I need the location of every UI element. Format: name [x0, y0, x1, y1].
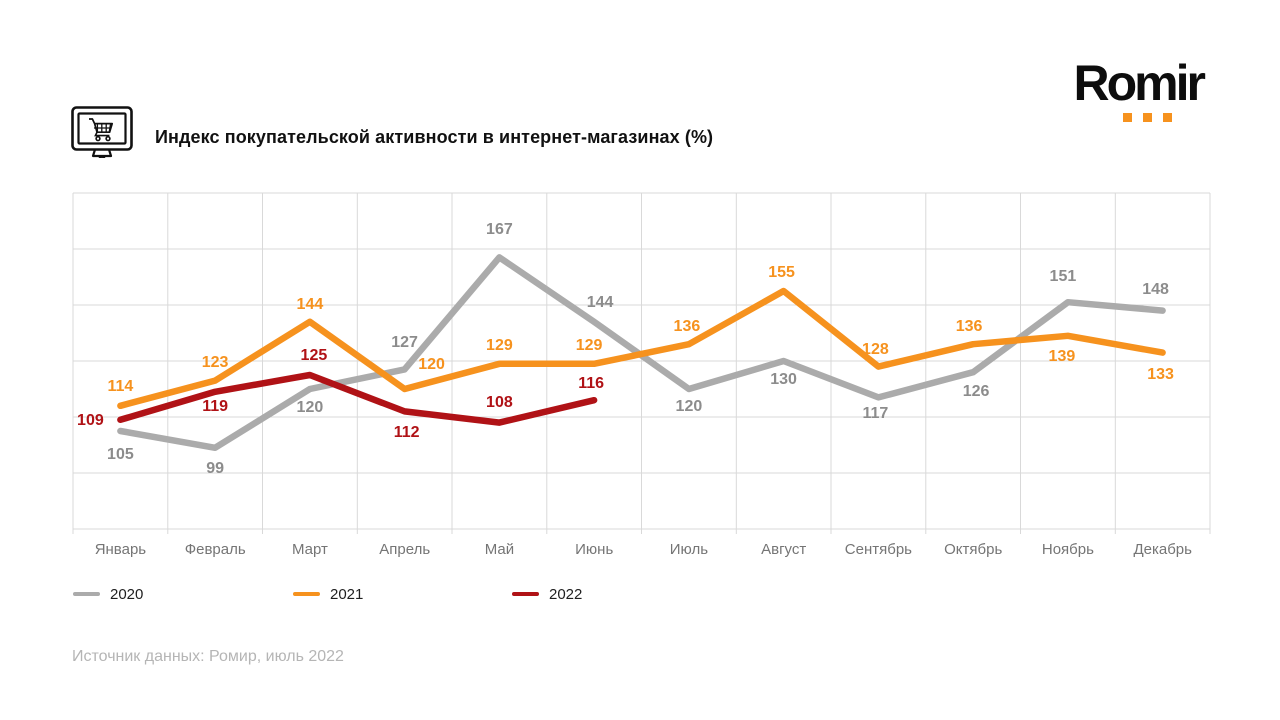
x-axis-label-Апрель: Апрель: [379, 541, 431, 558]
x-axis-label-Июль: Июль: [669, 541, 709, 558]
romir-logo-text: Romir: [1073, 55, 1206, 111]
source-note: Источник данных: Ромир, июль 2022: [72, 648, 344, 665]
x-axis-label-Сентябрь: Сентябрь: [844, 541, 912, 558]
romir-logo-dots: [1123, 113, 1172, 122]
online-store-icon: [71, 106, 133, 158]
x-axis-labels: Январь Февраль Март Апрель Май Июнь Июль Август…: [73, 541, 1210, 561]
logo-dot: [1143, 113, 1152, 122]
legend-swatch-2022: [512, 592, 539, 596]
legend-label-2022: 2022: [549, 585, 583, 603]
x-axis-label-Март: Март: [291, 541, 328, 558]
line-chart-plot-area: [72, 192, 1211, 534]
x-axis-label-Август: Август: [761, 541, 807, 558]
x-axis-label-Май: Май: [484, 541, 515, 558]
x-axis-label-Декабрь: Декабрь: [1133, 541, 1192, 558]
logo-dot: [1163, 113, 1172, 122]
chart-title: Индекс покупательской активности в интер…: [155, 127, 714, 147]
legend-swatch-2021: [293, 592, 320, 596]
x-axis-label-Ноябрь: Ноябрь: [1041, 541, 1094, 558]
legend-item-2022: 2022: [512, 585, 582, 603]
x-axis-label-Январь: Январь: [94, 541, 147, 558]
x-axis-label-Июнь: Июнь: [575, 541, 614, 558]
legend-item-2020: 2020: [73, 585, 143, 603]
chart-legend: 2020 2021 2022: [73, 585, 773, 605]
legend-swatch-2020: [73, 592, 100, 596]
legend-item-2021: 2021: [293, 585, 363, 603]
logo-dot: [1123, 113, 1132, 122]
x-axis-label-Октябрь: Октябрь: [944, 541, 1003, 558]
legend-label-2021: 2021: [330, 585, 364, 603]
x-axis-label-Февраль: Февраль: [184, 541, 246, 558]
legend-label-2020: 2020: [110, 585, 144, 603]
